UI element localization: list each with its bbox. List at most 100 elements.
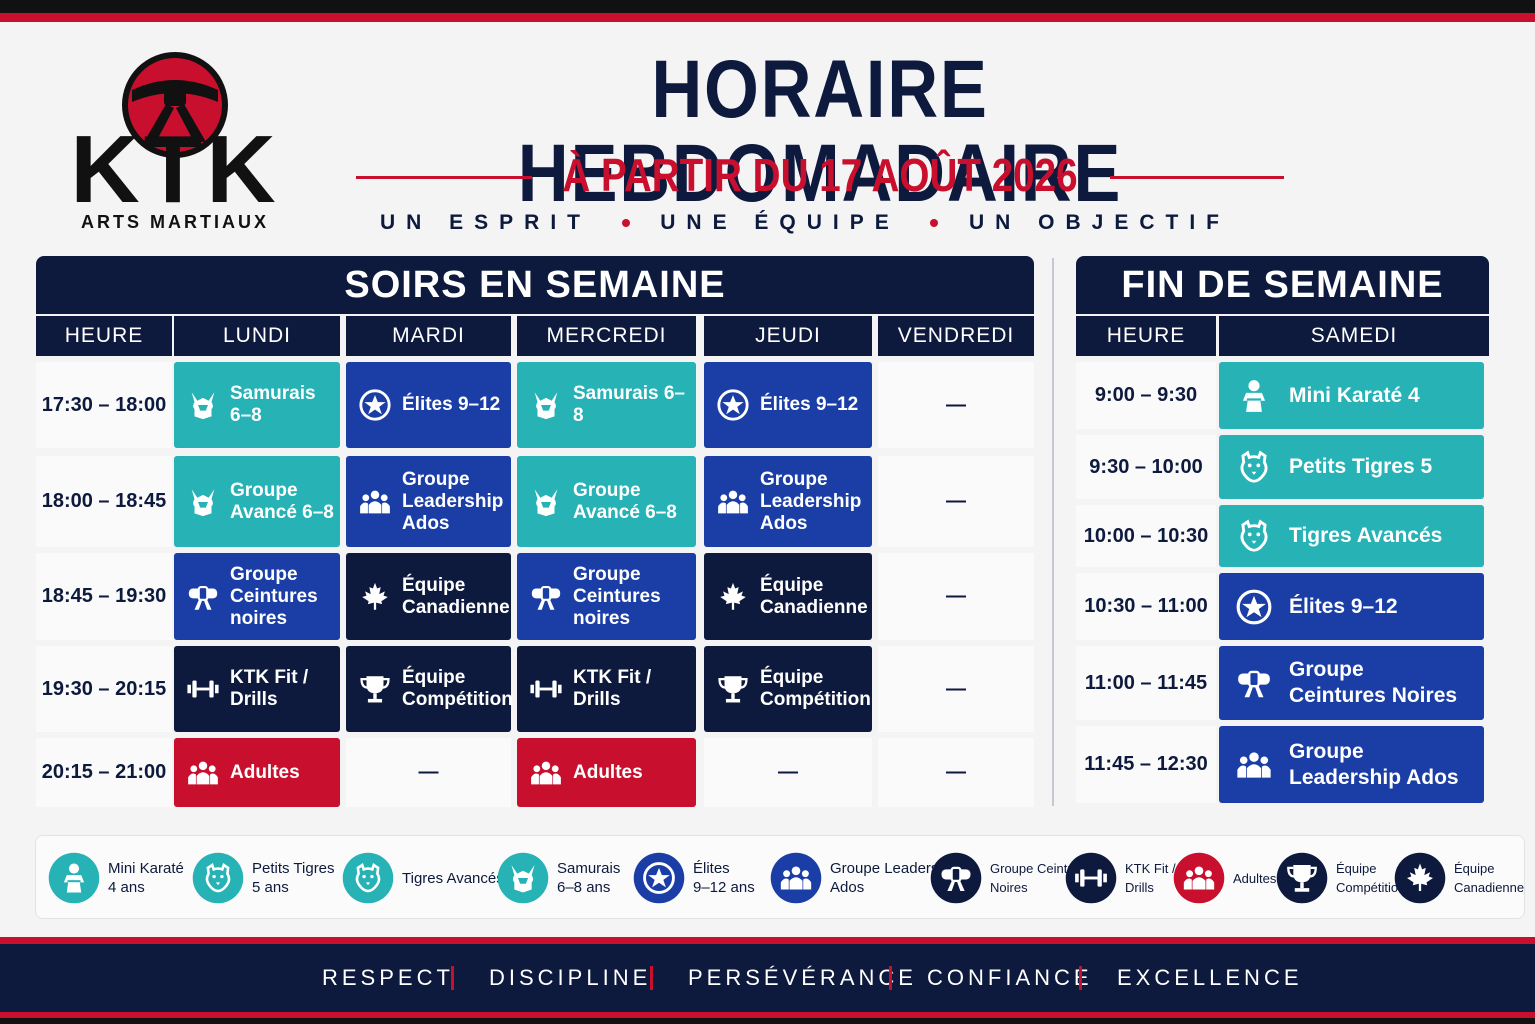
- class-slot: Groupe Avancé 6–8: [174, 456, 340, 547]
- column-header: SAMEDI: [1219, 316, 1489, 356]
- time: 20:15 – 21:00: [36, 738, 172, 807]
- divider: [1052, 258, 1054, 806]
- empty-slot: —: [878, 646, 1034, 732]
- class-slot: Groupe Ceintures Noires: [1219, 646, 1484, 720]
- footer-separator: [889, 966, 892, 990]
- icon: [191, 488, 215, 516]
- class-slot: KTK Fit / Drills: [517, 646, 696, 732]
- class-slot: Élites 9–12: [704, 362, 872, 448]
- legend-line: 6–8 ans: [557, 879, 611, 896]
- legend-item: KTK Fit / Drills: [1065, 852, 1205, 904]
- legend-line: Ados: [830, 879, 865, 896]
- legend-line: Équipe: [1336, 861, 1377, 876]
- logo-brand: KTK: [70, 116, 280, 223]
- class-label: KTK Fit / Drills: [230, 667, 309, 710]
- class-label: Groupe Leadership Ados: [1289, 739, 1459, 789]
- empty-slot: —: [878, 362, 1034, 448]
- icon: [534, 488, 558, 516]
- legend-text: Élites 9–12 ans: [693, 852, 755, 904]
- icon: [530, 680, 562, 698]
- motto-dot: [621, 219, 630, 227]
- legend-line: Samurais: [557, 860, 621, 877]
- legend-item: Adultes: [1173, 852, 1313, 904]
- column-header: JEUDI: [704, 316, 872, 356]
- class-slot: Groupe Ceintures noires: [517, 553, 696, 640]
- footer-red-bottom: [0, 1012, 1535, 1018]
- legend-line: Adultes: [1233, 870, 1277, 886]
- class-label: Élites 9–12: [760, 394, 859, 415]
- footer-value: EXCELLENCE: [1117, 965, 1303, 990]
- class-slot: Adultes: [517, 738, 696, 807]
- icon: [633, 852, 685, 904]
- panel-header: FIN DE SEMAINE: [1076, 256, 1489, 314]
- footer-separator: [650, 966, 653, 990]
- footer-value: RESPECT: [322, 965, 454, 990]
- icon: [1238, 670, 1270, 698]
- class-label: Groupe Ceintures Noires: [1289, 658, 1458, 707]
- class-slot: Élites 9–12: [346, 362, 511, 448]
- icon: [720, 582, 746, 610]
- class-slot: Groupe Leadership Ados: [1219, 726, 1484, 803]
- legend-line: Drills: [1125, 880, 1154, 895]
- class-label: Équipe Canadienne: [402, 574, 510, 618]
- empty-slot: —: [878, 456, 1034, 547]
- icon: [360, 490, 390, 513]
- legend-line: Mini Karaté: [108, 860, 184, 877]
- footer-separator: [451, 966, 454, 990]
- legend-line: Équipe: [1454, 861, 1495, 876]
- icon: [718, 490, 748, 513]
- class-label: Groupe Ceintures noires: [573, 563, 661, 629]
- legend-line: KTK Fit /: [1125, 861, 1176, 876]
- footer-value: DISCIPLINE: [489, 965, 652, 990]
- icon: [188, 585, 218, 610]
- empty-slot: —: [878, 738, 1034, 807]
- time: 17:30 – 18:00: [36, 362, 172, 448]
- class-label: Samurais 6–8: [230, 383, 316, 426]
- legend-text: Équipe Canadienne: [1454, 852, 1524, 904]
- footer-red-top: [0, 937, 1535, 944]
- class-slot: Équipe Canadienne: [346, 553, 511, 640]
- legend-text: Tigres Avancés: [402, 852, 504, 904]
- class-slot: Samurais 6–8: [174, 362, 340, 448]
- icon: [1236, 589, 1272, 624]
- motto-item: UN ESPRIT: [380, 211, 592, 234]
- time: 11:45 – 12:30: [1076, 726, 1216, 803]
- legend-line: Tigres Avancés: [402, 869, 504, 887]
- legend-line: 9–12 ans: [693, 879, 755, 896]
- legend-text: Groupe Leadership Ados: [830, 852, 958, 904]
- footer-separator: [1079, 966, 1082, 990]
- class-label: Groupe Leadership Ados: [760, 468, 862, 534]
- icon: [718, 676, 748, 703]
- icon: [930, 852, 982, 904]
- class-label: Adultes: [573, 761, 643, 783]
- footer-value: PERSÉVÉRANCE: [688, 965, 917, 990]
- top-red-bar: [0, 13, 1535, 22]
- class-label: Équipe Compétition: [760, 667, 871, 710]
- icon: [770, 852, 822, 904]
- class-label: Petits Tigres 5: [1289, 455, 1433, 478]
- class-slot: Groupe Ceintures noires: [174, 553, 340, 640]
- icon: [534, 392, 558, 420]
- legend-item: Groupe Leadership Ados: [770, 852, 958, 904]
- legend-item: Groupe Ceintures Noires: [930, 852, 1093, 904]
- legend-line: Noires: [990, 880, 1028, 895]
- column-header: HEURE: [36, 316, 172, 356]
- icon: [187, 680, 219, 698]
- footer: RESPECT DISCIPLINE PERSÉVÉRANCE CONFIANCE EX…: [0, 944, 1535, 1012]
- class-slot: Équipe Compétition: [346, 646, 513, 732]
- time: 9:30 – 10:00: [1076, 435, 1216, 499]
- legend-line: 5 ans: [252, 879, 289, 896]
- icon: [359, 389, 391, 421]
- footer-value: CONFIANCE: [927, 965, 1093, 990]
- class-label: Équipe Compétition: [402, 667, 513, 710]
- legend-line: Petits Tigres: [252, 860, 335, 877]
- top-bar: [0, 0, 1535, 13]
- class-slot: Mini Karaté 4: [1219, 362, 1484, 429]
- icon: [1065, 852, 1117, 904]
- motto-dot: [930, 219, 939, 227]
- class-label: KTK Fit / Drills: [573, 667, 652, 710]
- legend-text: Mini Karaté 4 ans: [108, 852, 184, 904]
- time: 18:45 – 19:30: [36, 553, 172, 640]
- class-slot: Groupe Leadership Ados: [704, 456, 872, 547]
